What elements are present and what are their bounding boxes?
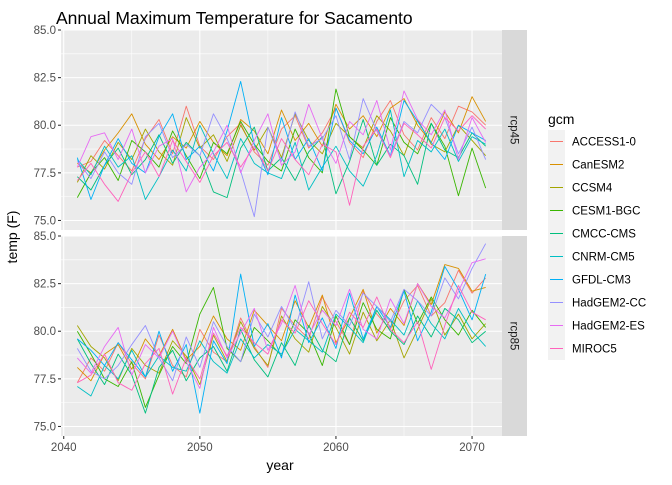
legend-label: HadGEM2-CC	[572, 298, 646, 310]
y-tick-label: 75.0	[34, 215, 56, 227]
y-tick-label: 75.0	[34, 421, 56, 433]
y-tick-label: 80.0	[34, 326, 56, 338]
x-tick-label: 2060	[323, 442, 349, 454]
legend: gcm ACCESS1-0 CanESM2 CCSM4 CESM1-BGC CMCC-C…	[548, 111, 646, 360]
series-line-ccsm4-rcp85	[76, 298, 487, 386]
legend-label: ACCESS1-0	[572, 137, 636, 149]
panel-rcp85: 75.0 77.5 80.0 82.5 85.0 rcp85	[34, 231, 527, 436]
x-axis: 2040 2050 2060 2070	[51, 436, 485, 454]
series-line-hadgem2-es-rcp85	[76, 258, 486, 389]
series-line-cmcc-cms-rcp45	[77, 119, 486, 199]
y-tick-label: 85.0	[34, 231, 56, 243]
panel-rcp45: 75.0 77.5 80.0 82.5 85.0 rcp45	[34, 25, 527, 230]
x-tick-label: 2050	[187, 442, 213, 454]
series-line-access1-0-rcp85	[76, 269, 487, 383]
legend-label: CESM1-BGC	[572, 206, 640, 218]
y-tick-label: 82.5	[34, 73, 56, 85]
series-line-miroc5-rcp85	[77, 285, 486, 395]
series-line-access1-0-rcp45	[77, 100, 486, 172]
series-line-canesm2-rcp45	[77, 96, 487, 174]
facet-strip	[502, 30, 527, 230]
x-tick-label: 2070	[459, 442, 485, 454]
legend-label: MIROC5	[572, 344, 617, 356]
facet-label-rcp85: rcp85	[508, 322, 520, 351]
y-axis-title: temp (F)	[4, 211, 20, 264]
y-tick-label: 80.0	[34, 120, 56, 132]
series-line-gfdl-cm3-rcp85	[77, 266, 487, 414]
series-line-hadgem2-es-rcp45	[76, 90, 487, 193]
y-tick-label: 77.5	[34, 374, 56, 386]
series-line-miroc5-rcp45	[76, 115, 486, 206]
y-tick-label: 82.5	[34, 279, 56, 291]
facet-strip	[502, 236, 527, 436]
chart-title: Annual Maximum Temperature for Sacamento	[56, 8, 413, 28]
legend-label: CCSM4	[572, 183, 613, 195]
legend-label: CMCC-CMS	[572, 229, 636, 241]
series-line-cnrm-cm5-rcp45	[76, 109, 486, 200]
y-tick-label: 85.0	[34, 25, 56, 37]
legend-label: HadGEM2-ES	[572, 321, 645, 333]
panel-background	[61, 236, 502, 436]
series-line-cmcc-cms-rcp85	[76, 307, 486, 414]
y-tick-label: 77.5	[34, 168, 56, 180]
legend-title: gcm	[548, 111, 574, 127]
series-line-hadgem2-cc-rcp45	[76, 98, 487, 218]
x-axis-title: year	[266, 457, 294, 473]
legend-label: CanESM2	[572, 160, 624, 172]
facet-label-rcp45: rcp45	[508, 116, 520, 145]
series-line-hadgem2-cc-rcp85	[76, 243, 487, 382]
legend-label: CNRM-CM5	[572, 252, 635, 264]
legend-label: GFDL-CM3	[572, 275, 631, 287]
x-tick-label: 2040	[51, 442, 77, 454]
